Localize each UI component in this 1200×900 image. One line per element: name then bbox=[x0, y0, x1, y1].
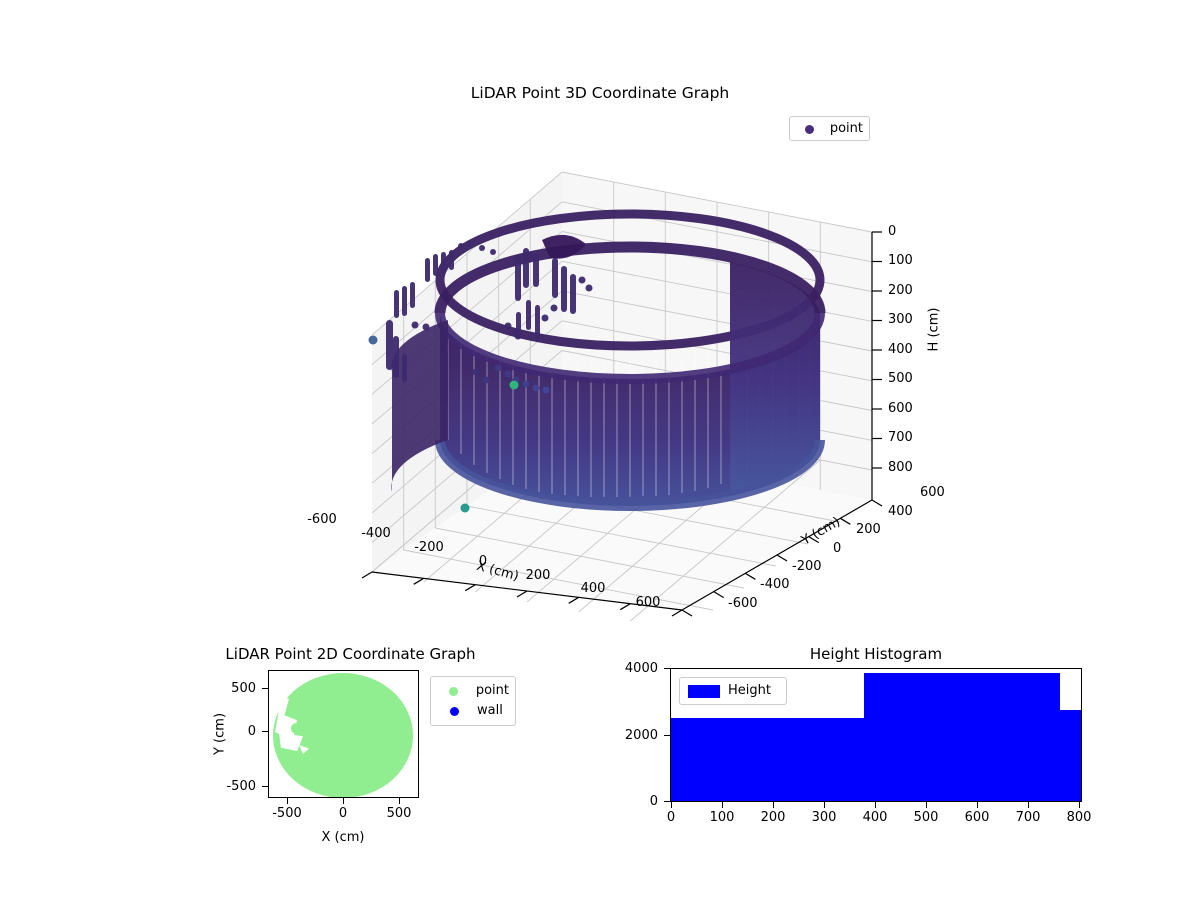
plot3d-zlabel: H (cm) bbox=[926, 307, 942, 352]
histogram-xtick: 700 bbox=[1015, 810, 1041, 825]
plot2d-title: LiDAR Point 2D Coordinate Graph bbox=[225, 645, 476, 663]
legend-label: point bbox=[475, 683, 509, 698]
plot2d-ytick-500: 500 bbox=[231, 681, 256, 696]
histogram-bar bbox=[864, 673, 1060, 801]
outlier-point bbox=[509, 380, 519, 390]
histogram-bar bbox=[671, 718, 864, 801]
legend-label: point bbox=[829, 121, 863, 136]
plot2d-xtick--500: -500 bbox=[272, 806, 302, 821]
unscanned-notch bbox=[271, 688, 280, 693]
histogram-title: Height Histogram bbox=[809, 645, 943, 663]
height-patch-icon bbox=[686, 684, 722, 698]
histogram-ytick-2000: 2000 bbox=[624, 728, 658, 743]
histogram-xtick: 100 bbox=[709, 810, 735, 825]
unscanned-notch bbox=[291, 723, 302, 734]
histogram-xtick: 600 bbox=[964, 810, 990, 825]
unscanned-notch bbox=[272, 695, 289, 716]
point-marker-icon bbox=[437, 686, 470, 696]
plot2d-ytick--500: -500 bbox=[226, 779, 256, 794]
plot2d-ylabel: Y (cm) bbox=[212, 712, 228, 756]
plot3d-canvas bbox=[361, 171, 883, 622]
legend-item-point: point bbox=[437, 681, 509, 701]
outlier-point bbox=[460, 503, 470, 513]
legend-item-height: Height bbox=[686, 681, 780, 701]
histogram-ytick-4000: 4000 bbox=[624, 661, 658, 676]
plot3d-title: LiDAR Point 3D Coordinate Graph bbox=[470, 84, 730, 102]
plot2d-legend[interactable]: point wall bbox=[430, 676, 516, 726]
histogram-xtick: 400 bbox=[862, 810, 888, 825]
histogram-legend[interactable]: Height bbox=[679, 677, 787, 705]
plot3d-legend[interactable]: point bbox=[789, 116, 870, 141]
legend-item-point: point bbox=[796, 119, 863, 139]
plot3d-axes[interactable]: -600 -400 -200 0 200 400 600 -600 -400 -… bbox=[307, 140, 945, 630]
histogram-xtick: 200 bbox=[760, 810, 786, 825]
histogram-xtick: 0 bbox=[666, 810, 676, 825]
unscanned-notch bbox=[279, 733, 303, 751]
plot2d-axes[interactable] bbox=[268, 670, 419, 798]
histogram-xtick: 500 bbox=[913, 810, 939, 825]
pointcloud-3d bbox=[368, 209, 826, 513]
plot2d-ytick-0: 0 bbox=[247, 724, 256, 739]
legend-label: Height bbox=[728, 683, 771, 698]
plot2d-xtick-500: 500 bbox=[386, 806, 412, 821]
plot2d-xlabel: X (cm) bbox=[321, 830, 365, 845]
point-disk bbox=[273, 673, 413, 797]
legend-label: wall bbox=[477, 703, 503, 718]
axis-ticks-3d bbox=[361, 231, 883, 617]
unscanned-notch bbox=[299, 745, 309, 754]
plot2d-xtick-0: 0 bbox=[338, 806, 348, 821]
outlier-point bbox=[368, 335, 378, 345]
histogram-xtick: 800 bbox=[1066, 810, 1092, 825]
legend-item-wall: wall bbox=[437, 701, 509, 721]
point-marker-icon bbox=[796, 124, 824, 134]
wall-marker-icon bbox=[437, 706, 471, 716]
histogram-xtick: 300 bbox=[811, 810, 837, 825]
histogram-bar bbox=[1060, 710, 1081, 801]
histogram-ytick-0: 0 bbox=[649, 794, 658, 809]
